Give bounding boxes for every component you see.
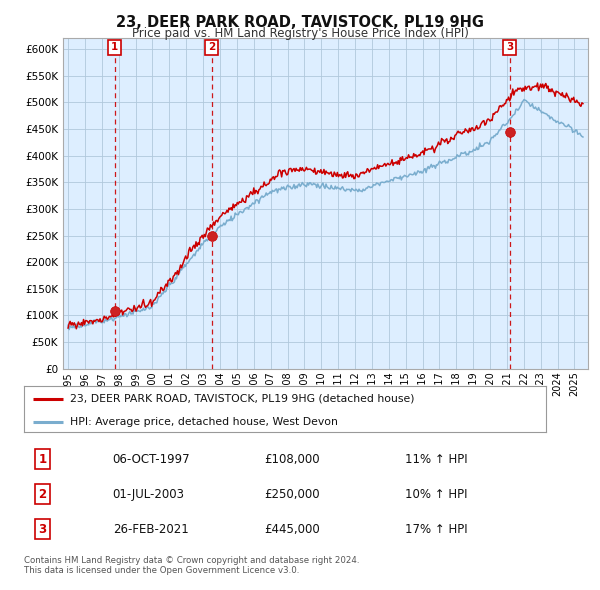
Text: 23, DEER PARK ROAD, TAVISTOCK, PL19 9HG: 23, DEER PARK ROAD, TAVISTOCK, PL19 9HG — [116, 15, 484, 30]
Text: 26-FEB-2021: 26-FEB-2021 — [113, 523, 188, 536]
Text: Contains HM Land Registry data © Crown copyright and database right 2024.
This d: Contains HM Land Registry data © Crown c… — [24, 556, 359, 575]
Text: 3: 3 — [506, 42, 513, 53]
Text: 10% ↑ HPI: 10% ↑ HPI — [405, 487, 467, 501]
Text: 2: 2 — [38, 487, 46, 501]
Text: 3: 3 — [38, 523, 46, 536]
Text: £445,000: £445,000 — [264, 523, 320, 536]
Text: 1: 1 — [38, 453, 46, 466]
Text: 01-JUL-2003: 01-JUL-2003 — [113, 487, 185, 501]
Text: £108,000: £108,000 — [264, 453, 320, 466]
Text: Price paid vs. HM Land Registry's House Price Index (HPI): Price paid vs. HM Land Registry's House … — [131, 27, 469, 40]
Text: 17% ↑ HPI: 17% ↑ HPI — [405, 523, 467, 536]
Text: 23, DEER PARK ROAD, TAVISTOCK, PL19 9HG (detached house): 23, DEER PARK ROAD, TAVISTOCK, PL19 9HG … — [70, 394, 415, 404]
Text: 11% ↑ HPI: 11% ↑ HPI — [405, 453, 467, 466]
Text: 1: 1 — [111, 42, 118, 53]
Text: 2: 2 — [208, 42, 215, 53]
Text: 06-OCT-1997: 06-OCT-1997 — [113, 453, 190, 466]
Text: £250,000: £250,000 — [264, 487, 320, 501]
Text: HPI: Average price, detached house, West Devon: HPI: Average price, detached house, West… — [70, 417, 338, 427]
